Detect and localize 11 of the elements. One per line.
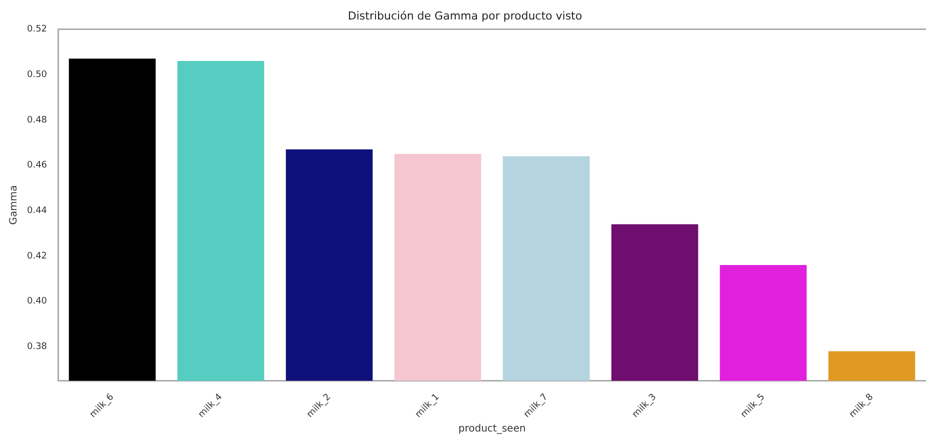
y-tick-label: 0.40 <box>26 296 48 307</box>
y-tick-label: 0.44 <box>26 206 48 216</box>
y-tick-label: 0.52 <box>26 24 48 35</box>
y-tick-label: 0.50 <box>26 70 48 80</box>
y-tick-label: 0.48 <box>26 115 48 126</box>
x-axis-title: product_seen <box>458 424 526 435</box>
y-tick-label: 0.42 <box>26 251 48 262</box>
y-tick-label: 0.46 <box>26 160 48 171</box>
y-axis-title: Gamma <box>8 185 20 225</box>
chart-title: Distribución de Gamma por producto visto <box>348 9 582 22</box>
y-tick-label: 0.38 <box>26 342 48 352</box>
